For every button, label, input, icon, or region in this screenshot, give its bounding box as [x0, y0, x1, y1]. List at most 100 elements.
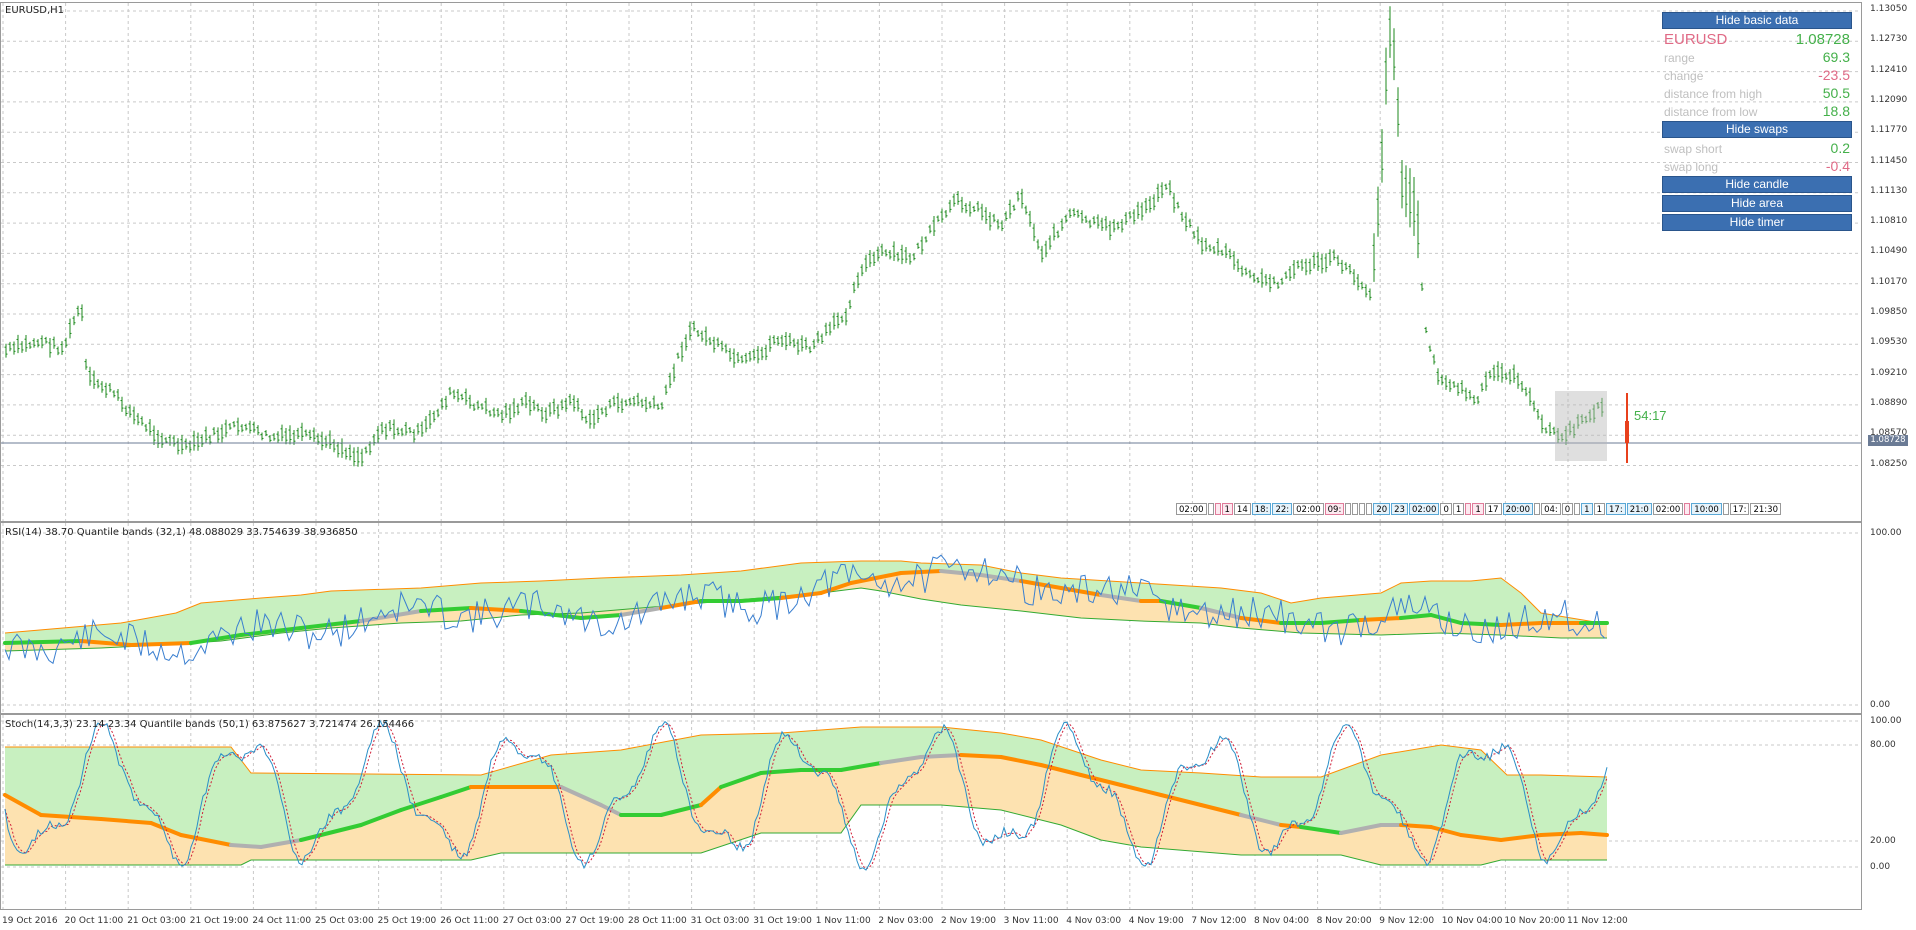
stochastic-axis-label: 80.00	[1870, 740, 1896, 750]
rsi-quantile-middle-line	[1159, 599, 1203, 610]
stochastic-quantile-middle-line	[3, 793, 43, 817]
rsi-indicator-label: RSI(14) 38.70 Quantile bands (32,1) 48.0…	[5, 527, 358, 538]
stochastic-quantile-middle-line	[299, 823, 363, 842]
rsi-quantile-middle-line	[1099, 593, 1143, 603]
price-chart-canvas[interactable]	[1, 3, 1862, 522]
info-panel: Hide basic data EURUSD 1.08728 range 69.…	[1662, 12, 1854, 233]
session-label: 1	[1452, 503, 1465, 515]
stochastic-quantile-middle-line	[1119, 783, 1163, 797]
rsi-quantile-middle-line	[1239, 616, 1283, 625]
stochastic-chart-canvas[interactable]	[1, 715, 1862, 910]
stochastic-quantile-middle-line	[599, 803, 623, 817]
price-axis-label: 1.11450	[1870, 155, 1908, 166]
range-value: 69.3	[1822, 49, 1850, 65]
price-axis-label: 1.11130	[1870, 185, 1908, 196]
stochastic-quantile-middle-line	[39, 813, 103, 821]
stochastic-upper-band	[5, 727, 1607, 847]
price-axis-label: 1.10810	[1870, 216, 1908, 227]
change-row: change -23.5	[1662, 67, 1854, 85]
distance-from-high-row: distance from high 50.5	[1662, 85, 1854, 103]
distance-from-low-label: distance from low	[1664, 105, 1758, 119]
session-label: 02:00	[1652, 503, 1684, 515]
session-label: 23	[1391, 503, 1408, 515]
swap-long-row: swap long -0.4	[1662, 158, 1854, 176]
candle-timer: 54:17	[1634, 408, 1667, 423]
session-label: 18:	[1251, 503, 1272, 515]
stochastic-quantile-middle-line	[439, 785, 473, 799]
hide-timer-button[interactable]: Hide timer	[1662, 214, 1852, 231]
time-axis-label: 25 Oct 03:00	[315, 916, 374, 926]
session-label	[1534, 503, 1541, 515]
price-axis-label: 1.09850	[1870, 307, 1908, 317]
rsi-quantile-middle-line	[189, 633, 243, 645]
chart-symbol-label: EURUSD,H1	[5, 5, 65, 16]
time-axis-label: 21 Oct 03:00	[127, 916, 186, 926]
hide-swaps-button[interactable]: Hide swaps	[1662, 121, 1852, 138]
time-axis-label: 20 Oct 11:00	[64, 916, 124, 926]
price-axis-label: 1.13050	[1870, 4, 1908, 14]
session-label: 21:0	[1626, 503, 1652, 515]
stochastic-quantile-middle-line	[1039, 763, 1083, 777]
session-label: 20	[1373, 503, 1391, 515]
stochastic-axis-label: 100.00	[1870, 716, 1902, 726]
symbol-price: 1.08728	[1795, 31, 1850, 48]
rsi-quantile-middle-line	[1429, 613, 1463, 625]
symbol-row: EURUSD 1.08728	[1662, 31, 1854, 49]
price-axis-label: 1.09210	[1870, 367, 1908, 378]
session-label: 1	[1221, 503, 1233, 515]
rsi-quantile-middle-line	[849, 571, 903, 585]
rsi-chart-canvas[interactable]	[1, 523, 1862, 714]
stochastic-quantile-middle-line	[659, 803, 703, 817]
time-axis-label: 31 Oct 19:00	[753, 916, 812, 926]
stochastic-main-line	[4, 719, 1608, 871]
session-label: 0	[1561, 503, 1574, 515]
candle-area-box	[1555, 391, 1607, 461]
session-label: 22:	[1272, 503, 1293, 515]
time-axis-label: 2 Nov 19:00	[941, 916, 996, 926]
time-axis-label: 27 Oct 03:00	[502, 916, 562, 926]
session-label	[1207, 503, 1214, 515]
distance-from-high-value: 50.5	[1822, 85, 1850, 101]
stochastic-quantile-middle-line	[1159, 793, 1203, 807]
time-axis-label: 9 Nov 12:00	[1379, 916, 1435, 926]
price-axis-label: 1.12410	[1870, 64, 1908, 75]
session-label: 10:00	[1691, 503, 1722, 515]
rsi-quantile-middle-line	[1459, 621, 1503, 627]
hide-candle-button[interactable]: Hide candle	[1662, 176, 1852, 193]
rsi-axis-label: 0.00	[1870, 700, 1891, 710]
rsi-quantile-middle-line	[1019, 579, 1063, 590]
stochastic-indicator-pane[interactable]: Stoch(14,3,3) 23.14 23.34 Quantile bands…	[0, 714, 1862, 910]
session-label: 02:00	[1293, 503, 1324, 515]
stochastic-quantile-middle-line	[1499, 833, 1543, 842]
session-label: 17:	[1606, 503, 1626, 515]
time-axis-label: 21 Oct 19:00	[189, 916, 249, 926]
price-chart-pane[interactable]: EURUSD,H1	[0, 2, 1862, 522]
hide-basic-data-button[interactable]: Hide basic data	[1662, 12, 1852, 29]
stochastic-quantile-middle-line	[259, 838, 303, 849]
stochastic-axis-label: 0.00	[1870, 862, 1891, 872]
time-axis-label: 2 Nov 03:00	[878, 916, 934, 926]
price-axis-label: 1.10170	[1870, 276, 1908, 287]
swap-short-label: swap short	[1664, 142, 1723, 156]
time-axis-label: 4 Nov 19:00	[1128, 916, 1184, 926]
price-axis-label: 1.12730	[1870, 34, 1908, 45]
rsi-indicator-pane[interactable]: RSI(14) 38.70 Quantile bands (32,1) 48.0…	[0, 522, 1862, 714]
stochastic-quantile-middle-line	[1239, 813, 1283, 827]
session-label	[1722, 503, 1729, 515]
session-label: 04:	[1541, 503, 1561, 515]
stochastic-upper-band-edge	[5, 726, 1608, 778]
stochastic-quantile-middle-line	[99, 817, 153, 825]
rsi-quantile-middle-line	[659, 599, 703, 610]
rsi-upper-band-edge	[4, 560, 1607, 634]
hide-area-button[interactable]: Hide area	[1662, 195, 1852, 212]
price-axis-label: 1.08250	[1870, 458, 1908, 469]
stochastic-lower-band-edge	[5, 804, 1607, 866]
stochastic-quantile-middle-line	[179, 833, 233, 847]
distance-from-low-value: 18.8	[1822, 103, 1850, 119]
stochastic-signal-line	[4, 721, 1608, 870]
time-axis-label: 1 Nov 11:00	[815, 916, 871, 926]
price-axis-label: 1.08570	[1870, 428, 1908, 439]
stochastic-quantile-middle-line	[149, 821, 183, 837]
swap-short-row: swap short 0.2	[1662, 140, 1854, 158]
swap-long-label: swap long	[1664, 160, 1719, 174]
